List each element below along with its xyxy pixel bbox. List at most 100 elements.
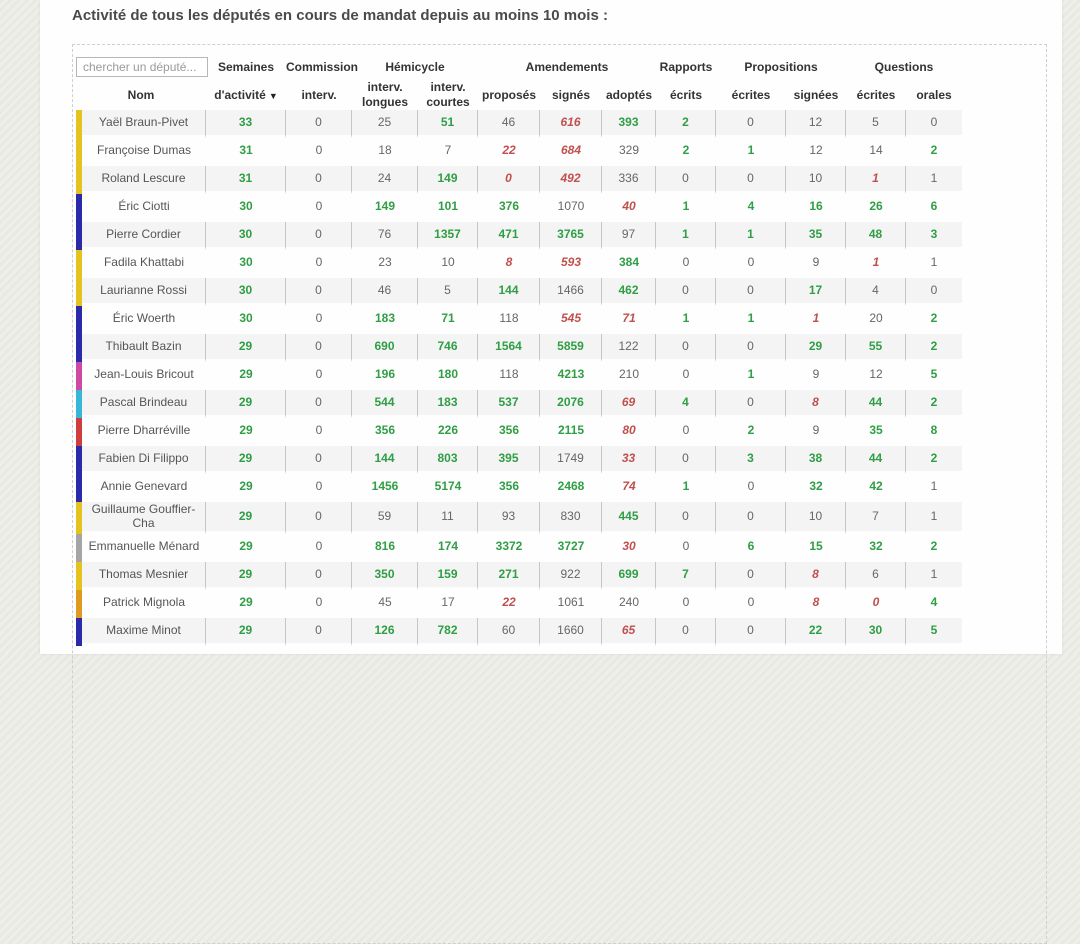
value-cell-amendements-proposes: 46 bbox=[478, 110, 540, 138]
value-cell-amendements-adoptes: 40 bbox=[602, 194, 656, 222]
col-header-propositions-ecrites[interactable]: écrites bbox=[731, 87, 771, 102]
value-cell-questions-orales: 4 bbox=[906, 590, 962, 618]
value-cell-questions-orales: 2 bbox=[906, 390, 962, 418]
deputy-name[interactable]: Yaël Braun-Pivet bbox=[82, 110, 206, 138]
col-header-nom[interactable]: Nom bbox=[127, 87, 155, 102]
value-cell-amendements-proposes: 118 bbox=[478, 362, 540, 390]
value-cell-amendements-adoptes: 393 bbox=[602, 110, 656, 138]
deputy-name[interactable]: Guillaume Gouffier-Cha bbox=[82, 502, 206, 534]
deputy-name[interactable]: Fadila Khattabi bbox=[82, 250, 206, 278]
deputy-name[interactable]: Fabien Di Filippo bbox=[82, 446, 206, 474]
deputy-name[interactable]: Emmanuelle Ménard bbox=[82, 534, 206, 562]
value-cell-propositions-ecrites: 1 bbox=[716, 222, 786, 250]
col-header-propositions-signees[interactable]: signées bbox=[793, 87, 839, 102]
value-cell-hemicycle-interv-longues: 126 bbox=[352, 617, 418, 646]
value-cell-propositions-signees: 29 bbox=[786, 334, 846, 362]
party-color-bar bbox=[76, 362, 82, 390]
value-cell-amendements-signes: 2468 bbox=[540, 474, 602, 502]
value-cell-hemicycle-interv-courtes: 746 bbox=[418, 334, 478, 362]
value-cell-amendements-signes: 1070 bbox=[540, 194, 602, 222]
party-color-bar bbox=[76, 138, 82, 166]
value-cell-semaines-activite: 29 bbox=[206, 362, 286, 390]
value-cell-semaines-activite: 29 bbox=[206, 446, 286, 474]
value-cell-semaines-activite: 33 bbox=[206, 110, 286, 138]
value-cell-questions-ecrites: 14 bbox=[846, 138, 906, 166]
value-cell-commission-interv: 0 bbox=[286, 590, 352, 618]
value-cell-rapports-ecrits: 0 bbox=[656, 362, 716, 390]
value-cell-amendements-signes: 5859 bbox=[540, 334, 602, 362]
value-cell-amendements-proposes: 271 bbox=[478, 561, 540, 590]
value-cell-propositions-ecrites: 0 bbox=[716, 110, 786, 138]
deputy-name[interactable]: Pierre Cordier bbox=[82, 222, 206, 250]
value-cell-amendements-proposes: 1564 bbox=[478, 334, 540, 362]
value-cell-amendements-adoptes: 210 bbox=[602, 362, 656, 390]
value-cell-hemicycle-interv-longues: 76 bbox=[352, 222, 418, 250]
value-cell-hemicycle-interv-longues: 356 bbox=[352, 418, 418, 446]
col-header-amendements-adoptes[interactable]: adoptés bbox=[605, 87, 652, 102]
value-cell-hemicycle-interv-longues: 24 bbox=[352, 166, 418, 194]
value-cell-propositions-ecrites: 0 bbox=[716, 590, 786, 618]
table-row: Pascal Brindeau 29 0 544 183 537 2076 69 4 0 8 44 2 bbox=[76, 390, 962, 418]
group-header-amendements: Amendements bbox=[525, 59, 609, 74]
search-input[interactable] bbox=[76, 57, 208, 77]
value-cell-commission-interv: 0 bbox=[286, 534, 352, 562]
value-cell-questions-orales: 1 bbox=[906, 474, 962, 502]
deputy-name[interactable]: Éric Woerth bbox=[82, 306, 206, 334]
col-header-semaines-activite[interactable]: d'activité ▼ bbox=[214, 87, 278, 102]
value-cell-hemicycle-interv-courtes: 10 bbox=[418, 250, 478, 278]
value-cell-hemicycle-interv-longues: 183 bbox=[352, 306, 418, 334]
value-cell-amendements-signes: 4213 bbox=[540, 362, 602, 390]
deputy-name[interactable]: Annie Genevard bbox=[82, 474, 206, 502]
value-cell-amendements-signes: 1466 bbox=[540, 278, 602, 306]
value-cell-amendements-proposes: 60 bbox=[478, 617, 540, 646]
value-cell-rapports-ecrits: 7 bbox=[656, 561, 716, 590]
value-cell-questions-ecrites: 4 bbox=[846, 278, 906, 306]
page-title: Activité de tous les députés en cours de… bbox=[72, 7, 608, 24]
value-cell-questions-orales: 1 bbox=[906, 166, 962, 194]
col-header-hemicycle-interv-courtes[interactable]: interv. courtes bbox=[426, 80, 470, 109]
value-cell-propositions-signees: 9 bbox=[786, 362, 846, 390]
value-cell-semaines-activite: 30 bbox=[206, 250, 286, 278]
value-cell-rapports-ecrits: 0 bbox=[656, 446, 716, 474]
value-cell-rapports-ecrits: 0 bbox=[656, 502, 716, 534]
value-cell-questions-orales: 0 bbox=[906, 110, 962, 138]
group-header-row: Semaines Commission Hémicycle Amendements Ra… bbox=[76, 54, 962, 80]
party-color-bar bbox=[76, 561, 82, 590]
deputy-name[interactable]: Laurianne Rossi bbox=[82, 278, 206, 306]
value-cell-questions-orales: 6 bbox=[906, 194, 962, 222]
table-row: Éric Ciotti 30 0 149 101 376 1070 40 1 4 16 26 6 bbox=[76, 194, 962, 222]
deputy-name[interactable]: Jean-Louis Bricout bbox=[82, 362, 206, 390]
col-header-hemicycle-interv-longues[interactable]: interv. longues bbox=[361, 80, 408, 109]
col-header-questions-ecrites[interactable]: écrites bbox=[856, 87, 896, 102]
deputy-name[interactable]: Roland Lescure bbox=[82, 166, 206, 194]
deputy-name[interactable]: Thibault Bazin bbox=[82, 334, 206, 362]
deputy-name[interactable]: Éric Ciotti bbox=[82, 194, 206, 222]
value-cell-propositions-ecrites: 0 bbox=[716, 561, 786, 590]
deputy-name[interactable]: Pascal Brindeau bbox=[82, 390, 206, 418]
value-cell-commission-interv: 0 bbox=[286, 502, 352, 534]
value-cell-semaines-activite: 29 bbox=[206, 418, 286, 446]
deputy-name[interactable]: Patrick Mignola bbox=[82, 590, 206, 618]
group-header-questions: Questions bbox=[874, 59, 934, 74]
deputy-name[interactable]: Françoise Dumas bbox=[82, 138, 206, 166]
value-cell-questions-ecrites: 12 bbox=[846, 362, 906, 390]
value-cell-commission-interv: 0 bbox=[286, 418, 352, 446]
value-cell-commission-interv: 0 bbox=[286, 390, 352, 418]
col-header-commission-interv[interactable]: interv. bbox=[301, 87, 337, 102]
col-header-questions-orales[interactable]: orales bbox=[916, 87, 952, 102]
deputy-name[interactable]: Maxime Minot bbox=[82, 617, 206, 646]
value-cell-hemicycle-interv-longues: 544 bbox=[352, 390, 418, 418]
value-cell-semaines-activite: 31 bbox=[206, 166, 286, 194]
col-header-amendements-proposes[interactable]: proposés bbox=[481, 87, 536, 102]
value-cell-amendements-adoptes: 30 bbox=[602, 534, 656, 562]
value-cell-hemicycle-interv-courtes: 159 bbox=[418, 561, 478, 590]
value-cell-propositions-signees: 9 bbox=[786, 418, 846, 446]
value-cell-propositions-ecrites: 0 bbox=[716, 166, 786, 194]
col-header-rapports-ecrits[interactable]: écrits bbox=[669, 87, 703, 102]
value-cell-propositions-ecrites: 0 bbox=[716, 250, 786, 278]
col-header-amendements-signes[interactable]: signés bbox=[551, 87, 590, 102]
deputy-name[interactable]: Thomas Mesnier bbox=[82, 561, 206, 590]
table-row: Fabien Di Filippo 29 0 144 803 395 1749 33 0 3 38 4… bbox=[76, 446, 962, 474]
deputy-name[interactable]: Pierre Dharréville bbox=[82, 418, 206, 446]
value-cell-amendements-signes: 684 bbox=[540, 138, 602, 166]
